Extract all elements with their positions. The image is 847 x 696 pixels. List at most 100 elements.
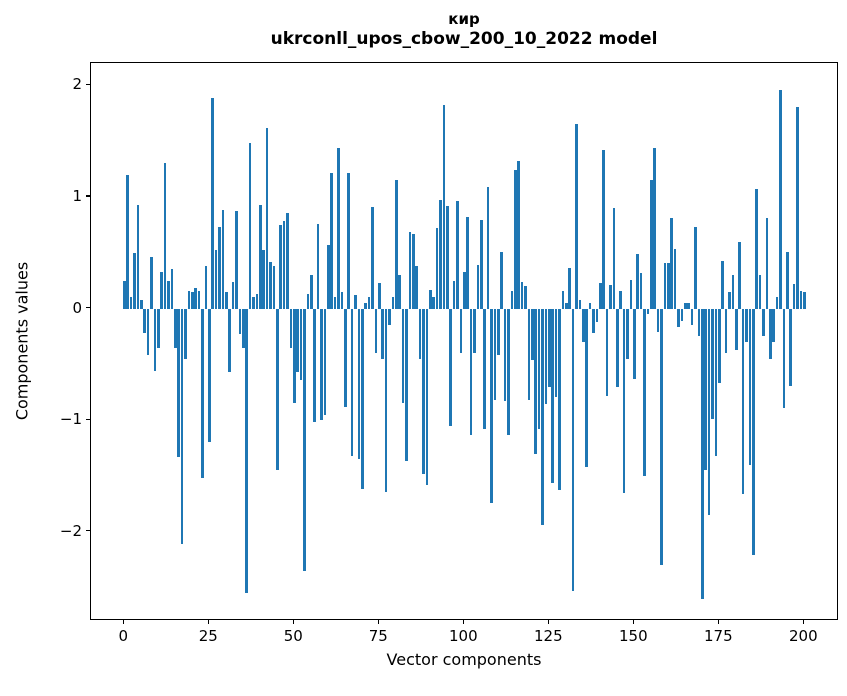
bar (517, 161, 521, 309)
bar (333, 297, 337, 309)
bar (558, 308, 561, 491)
bar (636, 253, 640, 309)
bar (354, 295, 357, 309)
bar (493, 308, 497, 401)
bar (415, 266, 419, 309)
bar (500, 251, 504, 309)
bar (670, 218, 674, 309)
bar (207, 308, 211, 443)
x-tick-label: 50 (283, 627, 303, 645)
bar (282, 221, 286, 309)
bar (537, 308, 541, 430)
bar (510, 290, 514, 309)
bar (340, 291, 344, 309)
bar (269, 261, 272, 309)
bar (704, 308, 708, 471)
bar (452, 280, 456, 309)
bar (666, 262, 670, 309)
bar (789, 308, 793, 386)
bar (262, 250, 266, 309)
bar (316, 223, 320, 309)
bar (602, 150, 606, 309)
bar (524, 286, 527, 309)
chart-subtitle: ukrconll_upos_cbow_200_10_2022 model (270, 28, 658, 49)
bar (214, 250, 218, 309)
bar (564, 302, 568, 309)
bar (765, 218, 769, 309)
bar (779, 89, 782, 309)
bar (707, 308, 711, 515)
bar (490, 308, 493, 503)
bar (241, 308, 245, 348)
bar (238, 308, 242, 335)
bar (252, 297, 255, 309)
bar (296, 308, 300, 373)
bar (554, 308, 558, 397)
bar (384, 308, 388, 492)
bar (442, 105, 446, 309)
x-tick-mark (292, 620, 294, 624)
bar (626, 308, 629, 359)
bar (248, 143, 252, 309)
bar (456, 201, 459, 309)
bar (303, 308, 306, 571)
y-tick-mark (86, 195, 90, 197)
bar (337, 147, 340, 309)
bar (435, 228, 439, 309)
bar (231, 281, 235, 309)
bar (126, 174, 130, 309)
bar (469, 308, 473, 435)
bar (381, 308, 385, 359)
bar (785, 251, 789, 309)
bar (656, 308, 660, 332)
bar (575, 124, 578, 309)
bar (646, 308, 650, 315)
bar (309, 275, 313, 309)
bar (738, 241, 742, 309)
bar (758, 275, 762, 309)
bar (391, 297, 395, 309)
bar (235, 211, 238, 309)
bar (748, 308, 752, 465)
bar (190, 291, 194, 309)
x-tick-label: 25 (198, 627, 218, 645)
x-axis-label: Vector components (386, 650, 542, 669)
y-tick-mark (86, 306, 90, 309)
bar (561, 290, 565, 309)
bar (221, 210, 225, 309)
bar (401, 308, 405, 404)
bar (775, 297, 779, 309)
chart-title: кир (448, 10, 480, 28)
bar (156, 308, 160, 348)
x-tick-label: 200 (788, 627, 818, 645)
bar (612, 208, 616, 309)
bar (551, 308, 555, 483)
bar (275, 308, 279, 471)
bar (139, 299, 143, 309)
bar (585, 308, 589, 467)
bar (255, 294, 259, 309)
chart-title-block: кир ukrconll_upos_cbow_200_10_2022 model (90, 10, 838, 50)
x-tick-mark (207, 620, 209, 624)
plot-area (90, 62, 838, 620)
x-tick-mark (122, 620, 124, 624)
bar (496, 308, 500, 356)
bar (136, 204, 140, 309)
bar (547, 308, 551, 387)
bar (772, 308, 776, 342)
bar (792, 283, 796, 309)
bar (320, 308, 323, 421)
bar (180, 308, 184, 544)
x-tick-mark (462, 620, 464, 624)
bar (360, 308, 364, 490)
bar (598, 282, 602, 309)
bar-series (91, 63, 837, 619)
bar (541, 308, 544, 526)
y-tick-label: −2 (59, 521, 82, 540)
bar (724, 308, 728, 354)
bar (201, 308, 204, 479)
bar (425, 308, 429, 485)
bar (802, 291, 806, 309)
bar (503, 308, 507, 402)
